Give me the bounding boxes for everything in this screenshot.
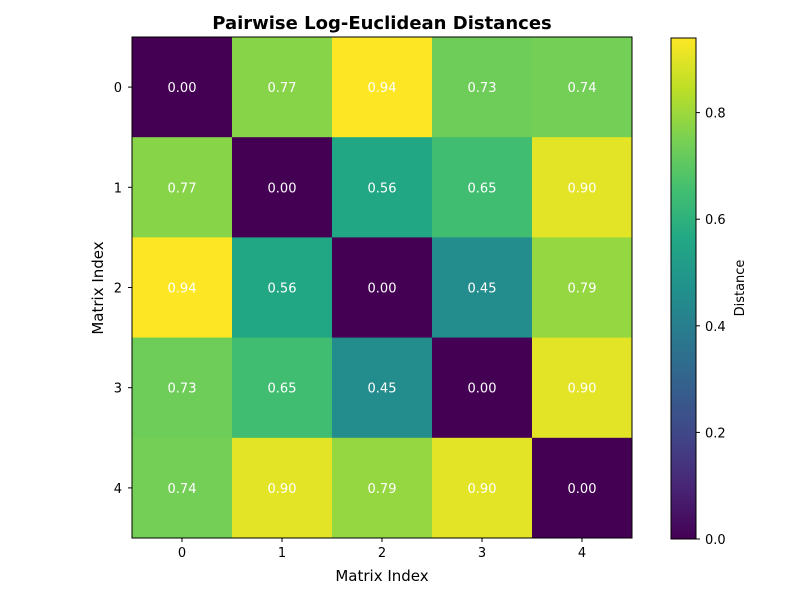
- heatmap-cell: [432, 437, 533, 539]
- colorbar-tick-label: 0.4: [705, 320, 726, 335]
- cell-value-label: 0.77: [268, 81, 297, 96]
- heatmap-cell: [532, 337, 633, 439]
- colorbar-tick-label: 0.6: [705, 213, 726, 228]
- heatmap-cell: [132, 337, 233, 439]
- heatmap-cell-labels: 0.00 0.77 0.94 0.73 0.74 0.77 0.00 0.56 0.65 0.90…: [168, 81, 597, 497]
- cell-value-label: 0.65: [468, 181, 497, 196]
- heatmap-cell: [232, 437, 333, 539]
- x-tick-label: 3: [478, 546, 486, 561]
- cell-value-label: 0.00: [468, 382, 497, 397]
- colorbar: [670, 37, 697, 540]
- cell-value-label: 0.00: [268, 181, 297, 196]
- cell-value-label: 0.45: [368, 382, 397, 397]
- cell-value-label: 0.90: [568, 181, 597, 196]
- x-tick-label: 1: [278, 546, 286, 561]
- heatmap-cell: [432, 37, 533, 138]
- heatmap-cells: [132, 37, 633, 539]
- cell-value-label: 0.79: [368, 482, 397, 497]
- y-tick-label: 1: [114, 181, 122, 196]
- cell-value-label: 0.90: [468, 482, 497, 497]
- y-axis-ticks: 0 1 2 3 4: [114, 81, 132, 497]
- heatmap-cell: [432, 137, 533, 238]
- cell-value-label: 0.65: [268, 382, 297, 397]
- x-axis-label: Matrix Index: [335, 567, 428, 585]
- cell-value-label: 0.94: [368, 81, 397, 96]
- colorbar-label: Distance: [733, 260, 748, 317]
- heatmap-cell: [532, 437, 633, 539]
- chart-title: Pairwise Log-Euclidean Distances: [212, 13, 552, 34]
- y-tick-label: 0: [114, 81, 122, 96]
- x-tick-label: 2: [378, 546, 386, 561]
- y-axis-label: Matrix Index: [89, 241, 107, 334]
- x-axis-ticks: 0 1 2 3 4: [178, 538, 586, 561]
- cell-value-label: 0.94: [168, 282, 197, 297]
- colorbar-tick-label: 0.2: [705, 426, 726, 441]
- y-tick-label: 4: [114, 482, 122, 497]
- heatmap-cell: [232, 337, 333, 439]
- x-tick-label: 4: [578, 546, 586, 561]
- y-tick-label: 2: [114, 282, 122, 297]
- colorbar-tick-label: 0.0: [705, 533, 726, 548]
- colorbar-tick-label: 0.8: [705, 107, 726, 122]
- x-tick-label: 0: [178, 546, 186, 561]
- heatmap-cell: [332, 437, 433, 539]
- cell-value-label: 0.79: [568, 282, 597, 297]
- heatmap-cell: [132, 437, 233, 539]
- heatmap-cell: [332, 37, 433, 138]
- cell-value-label: 0.73: [468, 81, 497, 96]
- heatmap-cell: [132, 137, 233, 238]
- heatmap-cell: [232, 137, 333, 238]
- heatmap-cell: [132, 237, 233, 339]
- heatmap-cell: [532, 137, 633, 238]
- cell-value-label: 0.73: [168, 382, 197, 397]
- heatmap-cell: [132, 37, 233, 138]
- heatmap-cell: [432, 237, 533, 339]
- heatmap-cell: [432, 337, 533, 439]
- heatmap-cell: [332, 237, 433, 339]
- cell-value-label: 0.90: [568, 382, 597, 397]
- heatmap-cell: [332, 137, 433, 238]
- cell-value-label: 0.00: [368, 282, 397, 297]
- cell-value-label: 0.74: [168, 482, 197, 497]
- cell-value-label: 0.77: [168, 181, 197, 196]
- heatmap-cell: [232, 37, 333, 138]
- heatmap-cell: [532, 237, 633, 339]
- cell-value-label: 0.45: [468, 282, 497, 297]
- cell-value-label: 0.90: [268, 482, 297, 497]
- colorbar-ticks: 0.0 0.2 0.4 0.6 0.8: [696, 107, 726, 548]
- cell-value-label: 0.00: [568, 482, 597, 497]
- cell-value-label: 0.74: [568, 81, 597, 96]
- heatmap-cell: [232, 237, 333, 339]
- y-tick-label: 3: [114, 382, 122, 397]
- heatmap-cell: [332, 337, 433, 439]
- cell-value-label: 0.56: [268, 282, 297, 297]
- heatmap-cell: [532, 37, 633, 138]
- cell-value-label: 0.56: [368, 181, 397, 196]
- cell-value-label: 0.00: [168, 81, 197, 96]
